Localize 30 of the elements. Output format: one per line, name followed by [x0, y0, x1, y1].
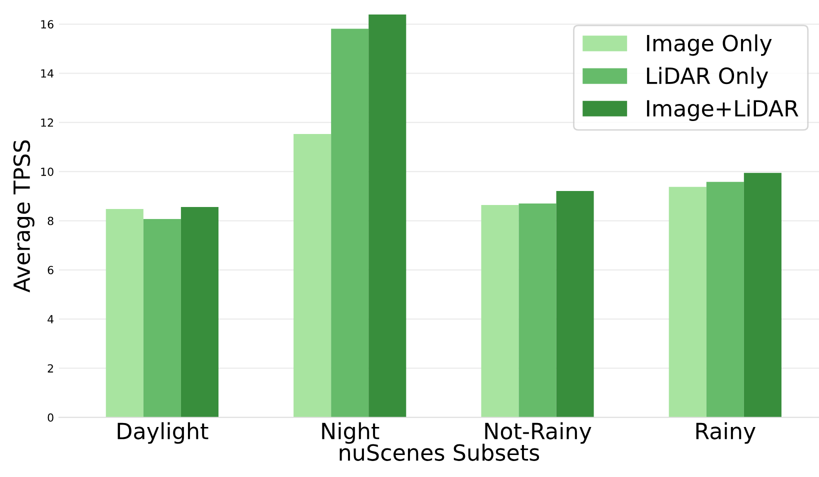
legend-label: Image Only: [647, 34, 772, 56]
legend-label: LiDAR Only: [647, 66, 768, 88]
bar: [481, 205, 519, 418]
legend-label: Image+LiDAR: [647, 100, 798, 122]
bar: [368, 14, 406, 418]
bar: [143, 219, 181, 418]
y-tick-label: 8: [48, 216, 54, 226]
y-tick-label: 14: [41, 69, 54, 78]
x-axis-title: nuScenes Subsets: [340, 444, 540, 461]
y-tick-label: 16: [41, 20, 54, 29]
bar: [331, 28, 369, 418]
bar: [744, 172, 782, 418]
y-tick-label: 6: [48, 266, 54, 274]
x-tick-label: Rainy: [696, 422, 756, 444]
bar: [294, 134, 332, 418]
x-tick-label: Night: [322, 422, 380, 444]
bar: [106, 208, 144, 418]
x-tick-label: Not-Rainy: [485, 422, 592, 444]
bar: [180, 206, 218, 418]
y-axis-title: Average TPSS: [13, 140, 34, 292]
bar: [556, 191, 594, 418]
x-tick-label: Daylight: [118, 422, 208, 444]
y-tick-label: 2: [48, 364, 53, 372]
y-tick-label: 0: [48, 413, 54, 422]
bar: [668, 186, 706, 418]
bar: [518, 204, 556, 418]
y-tick-label: 4: [48, 315, 54, 324]
y-tick-label: 10: [41, 168, 54, 176]
bar: [706, 182, 744, 418]
y-tick-label: 12: [41, 118, 53, 127]
